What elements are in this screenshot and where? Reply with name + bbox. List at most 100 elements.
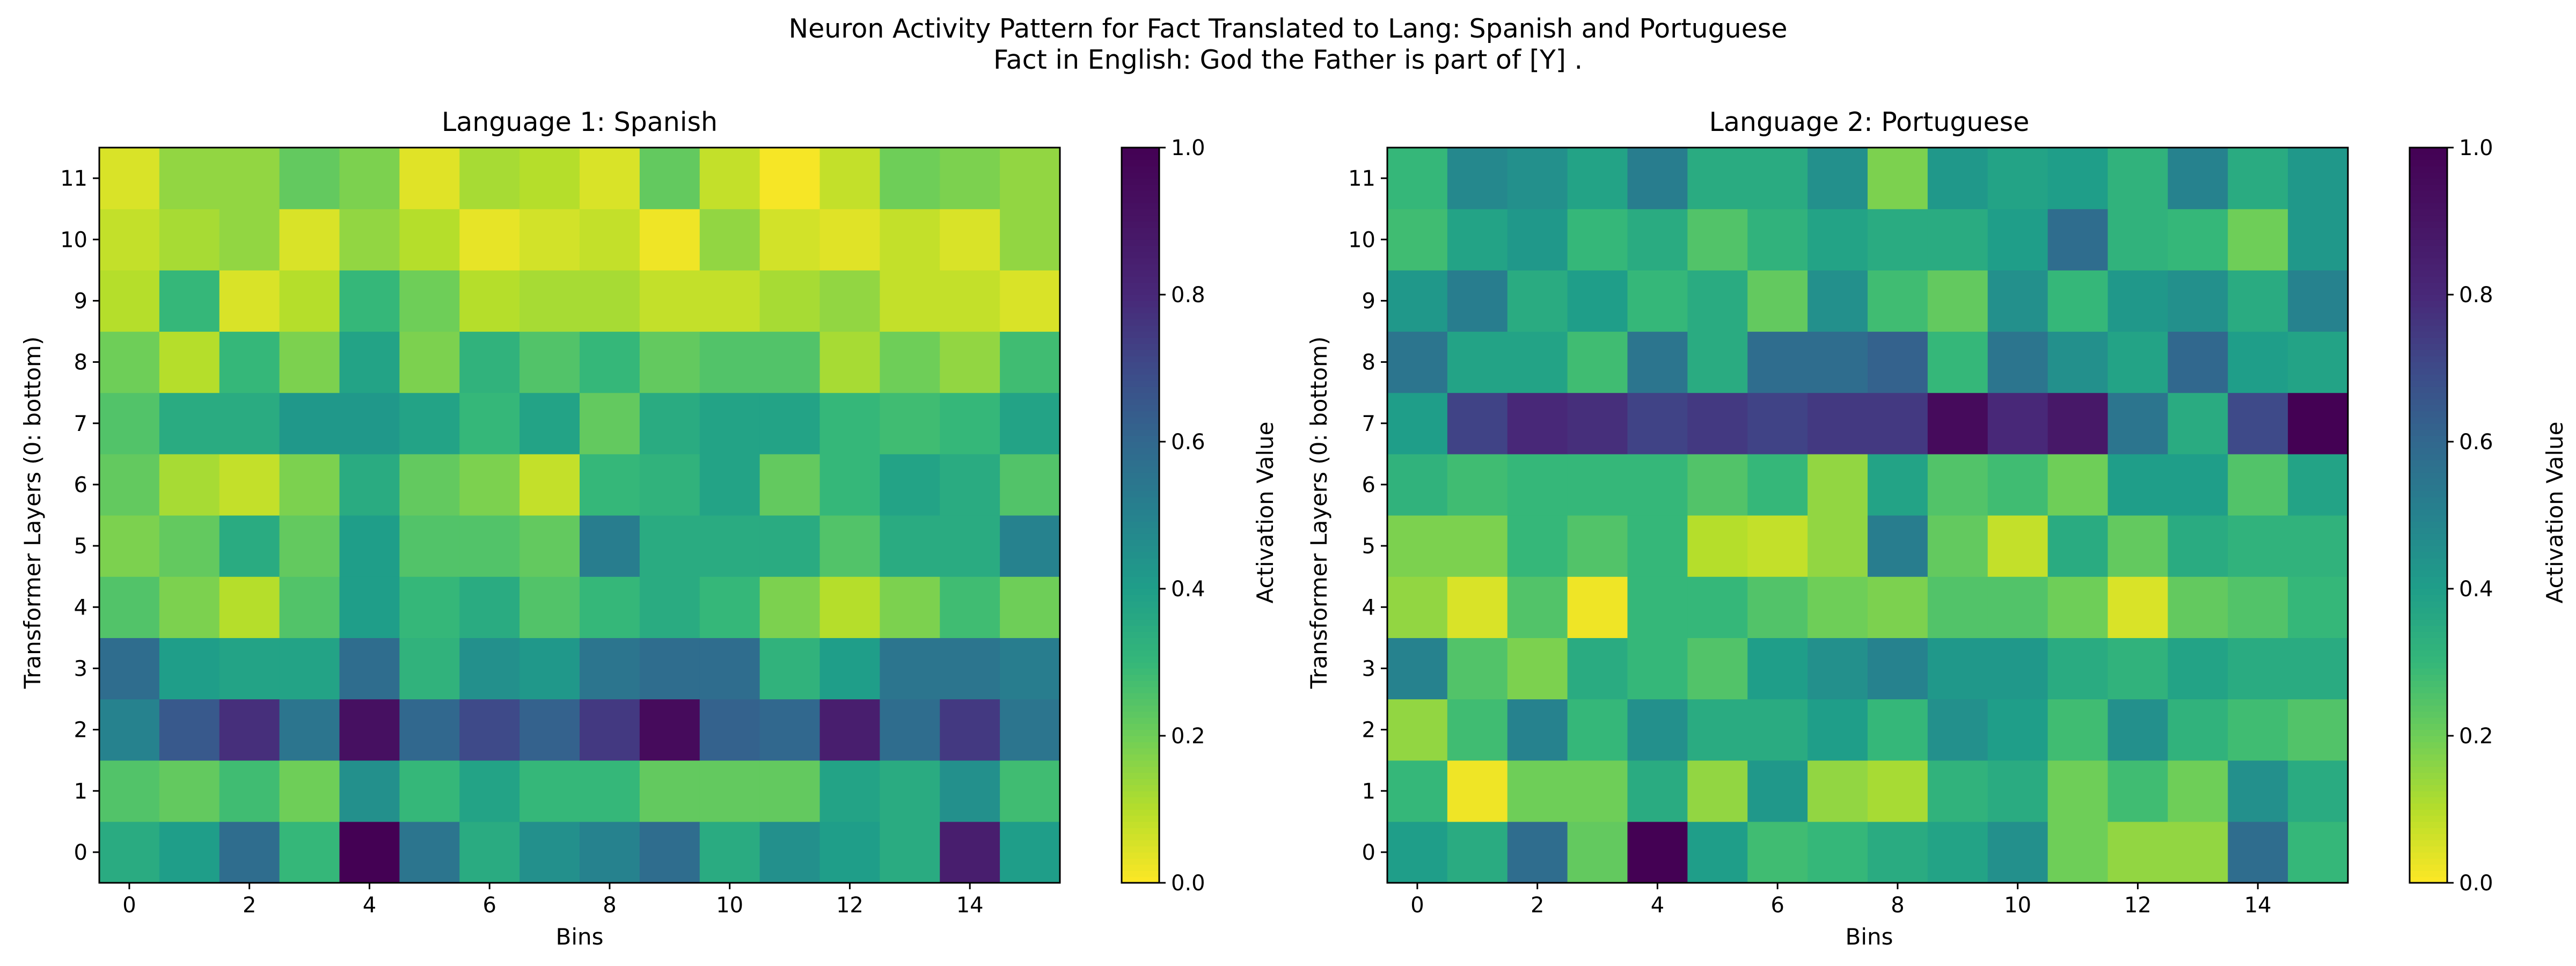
colorbar-segment <box>1122 797 1159 804</box>
colorbar-segment <box>1122 625 1159 632</box>
colorbar-segment <box>2410 196 2447 203</box>
colorbar-segment <box>2410 313 2447 320</box>
colorbar-segment <box>1122 319 1159 326</box>
cell-layer9-bin15 <box>2288 270 2348 332</box>
cell-layer7-bin8 <box>1868 392 1928 455</box>
colorbar-segment <box>1122 453 1159 460</box>
cell-layer1-bin2 <box>1507 760 1568 822</box>
cell-layer6-bin11 <box>759 453 821 516</box>
cell-layer6-bin3 <box>279 453 340 516</box>
colorbar-segment <box>1122 202 1159 209</box>
cell-layer5-bin7 <box>1807 515 1868 577</box>
cell-layer5-bin6 <box>459 515 520 577</box>
colorbar-segment <box>2410 184 2447 191</box>
cell-layer1-bin1 <box>1447 760 1508 822</box>
cell-layer1-bin3 <box>279 760 340 822</box>
colorbar-segment <box>2410 662 2447 669</box>
cell-layer2-bin10 <box>699 699 760 761</box>
colorbar-segment <box>2410 362 2447 369</box>
cell-layer5-bin2 <box>219 515 280 577</box>
cell-layer4-bin0 <box>99 576 160 638</box>
cell-layer9-bin1 <box>159 270 220 332</box>
colorbar-segment <box>1122 374 1159 381</box>
colorbar-segment <box>2410 803 2447 810</box>
cell-layer9-bin9 <box>639 270 700 332</box>
colorbar-segment <box>2410 686 2447 693</box>
cell-layer4-bin9 <box>639 576 700 638</box>
cell-layer6-bin6 <box>459 453 520 516</box>
colorbar-segment <box>1122 674 1159 681</box>
cell-layer10-bin2 <box>1507 209 1568 270</box>
colorbar-segment <box>2410 521 2447 528</box>
cell-layer1-bin11 <box>759 760 821 822</box>
colorbar-segment <box>2410 619 2447 626</box>
cell-layer3-bin13 <box>2168 638 2228 700</box>
colorbar-segment <box>2410 815 2447 822</box>
cell-layer7-bin6 <box>459 392 520 455</box>
cell-layer11-bin13 <box>880 148 940 209</box>
colorbar-segment <box>2410 582 2447 589</box>
cell-layer10-bin1 <box>159 209 220 270</box>
cell-layer9-bin7 <box>1807 270 1868 332</box>
cell-layer2-bin5 <box>1687 699 1748 761</box>
colorbar-tick-label: 1.0 <box>2459 136 2493 160</box>
y-tick-label: 3 <box>1362 656 1375 681</box>
cell-layer7-bin1 <box>159 392 220 455</box>
cell-layer6-bin7 <box>1807 453 1868 516</box>
colorbar-segment <box>1122 564 1159 571</box>
cell-layer10-bin8 <box>1868 209 1928 270</box>
cell-layer3-bin5 <box>1687 638 1748 700</box>
cell-layer10-bin4 <box>1627 209 1688 270</box>
cell-layer3-bin7 <box>519 638 580 700</box>
cell-layer6-bin9 <box>1927 453 1988 516</box>
colorbar-segment <box>1122 233 1159 240</box>
colorbar-segment <box>2410 625 2447 632</box>
cell-layer0-bin5 <box>1687 821 1748 883</box>
colorbar-segment <box>2410 460 2447 467</box>
cell-layer2-bin9 <box>1927 699 1988 761</box>
cell-layer0-bin2 <box>1507 821 1568 883</box>
cell-layer6-bin2 <box>1507 453 1568 516</box>
cell-layer7-bin9 <box>639 392 700 455</box>
cell-layer1-bin14 <box>2228 760 2288 822</box>
colorbar-segment <box>1122 166 1159 173</box>
colorbar-segment <box>1122 172 1159 179</box>
colorbar-segment <box>1122 190 1159 197</box>
cell-layer7-bin2 <box>1507 392 1568 455</box>
cell-layer7-bin7 <box>1807 392 1868 455</box>
y-tick-label: 1 <box>1362 779 1375 804</box>
cell-layer0-bin7 <box>1807 821 1868 883</box>
cell-layer10-bin13 <box>2168 209 2228 270</box>
cell-layer7-bin5 <box>399 392 460 455</box>
cell-layer5-bin4 <box>339 515 400 577</box>
colorbar-segment <box>1122 656 1159 663</box>
cell-layer8-bin5 <box>399 331 460 393</box>
x-tick-label: 8 <box>1891 893 1904 918</box>
cell-layer9-bin9 <box>1927 270 1988 332</box>
colorbar-segment <box>1122 368 1159 375</box>
colorbar-frame <box>1121 147 1160 884</box>
cell-layer2-bin12 <box>819 699 880 761</box>
cell-layer2-bin10 <box>1987 699 2048 761</box>
colorbar-segment <box>2410 699 2447 706</box>
cell-layer1-bin12 <box>2107 760 2168 822</box>
cell-layer0-bin9 <box>639 821 700 883</box>
cell-layer0-bin11 <box>2047 821 2109 883</box>
colorbar-segment <box>1122 686 1159 693</box>
cell-layer10-bin10 <box>1987 209 2048 270</box>
cell-layer9-bin0 <box>1387 270 1448 332</box>
cell-layer3-bin9 <box>1927 638 1988 700</box>
cell-layer3-bin0 <box>99 638 160 700</box>
colorbar-segment <box>2410 503 2447 510</box>
colorbar-segment <box>2410 221 2447 228</box>
cell-layer10-bin11 <box>2047 209 2109 270</box>
colorbar-segment <box>2410 650 2447 657</box>
colorbar-segment <box>2410 190 2447 197</box>
cell-layer5-bin12 <box>2107 515 2168 577</box>
colorbar-segment <box>2410 264 2447 270</box>
colorbar-segment <box>2410 852 2447 859</box>
x-tick-label: 4 <box>363 893 376 918</box>
colorbar-label: Activation Value <box>1252 422 1278 604</box>
cell-layer6-bin3 <box>1567 453 1628 516</box>
cell-layer2-bin0 <box>1387 699 1448 761</box>
